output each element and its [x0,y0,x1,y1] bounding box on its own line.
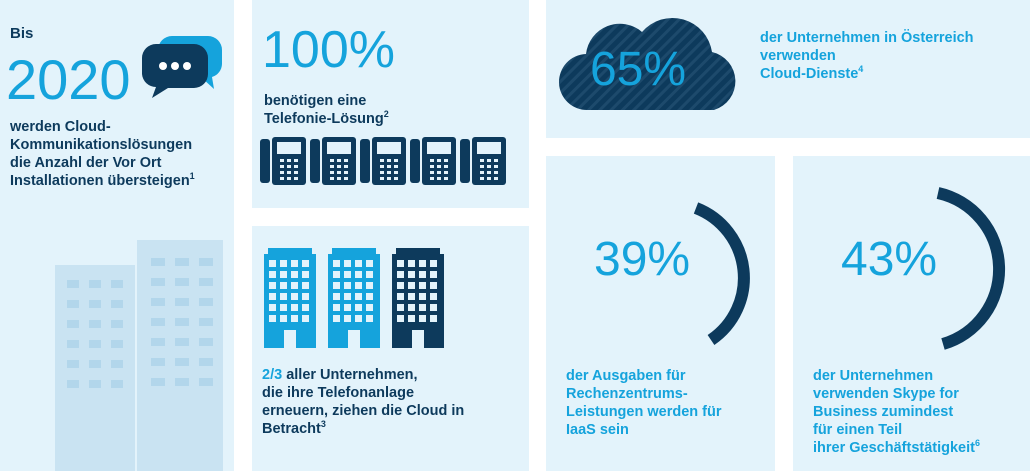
panel3-text: 2/3 aller Unternehmen, die ihre Telefona… [262,366,524,438]
office-building-icon [264,248,316,348]
text-line: Leistungen werden für [566,404,722,420]
text-line: erneuern, ziehen die Cloud in [262,403,465,419]
panel-43-percent: 43% der Unternehmen verwenden Skype for … [793,156,1030,471]
arc-gauge-icon [693,202,750,345]
chat-bubbles-icon [142,36,222,98]
desk-phone-icon [310,137,356,185]
text-line: Betracht3 [262,419,326,437]
text-line: IaaS sein [566,422,629,438]
percent-43: 43% [841,233,938,286]
desk-phone-icon [260,137,306,185]
text-line: der Unternehmen [813,368,934,384]
text-line: benötigen eine [264,93,367,109]
panel-2020: Bis 2020 werden Cloud- Kommunikationslös… [0,0,234,471]
panel-39-percent: 39% der Ausgaben für Rechenzentrums- Lei… [546,156,775,471]
text-line: Kommunikationslösungen [10,137,193,153]
desk-phone-icon [460,137,506,185]
text-line: Installationen übersteigen1 [10,171,195,189]
text-line: werden Cloud- [10,119,111,135]
footnote-4: 4 [858,64,864,75]
cloud-icon [558,17,736,111]
office-building-icon [328,248,380,348]
percent-39: 39% [594,233,691,286]
panel6-text: der Unternehmen verwenden Skype for Busi… [813,367,980,457]
text-line: Rechenzentrums- [566,386,688,402]
panel1-text: werden Cloud- Kommunikationslösungen die… [10,118,230,190]
footnote-2: 2 [383,109,389,120]
percent-100: 100% [262,21,395,79]
two-thirds-highlight: 2/3 [262,367,283,383]
text-line: für einen Teil [813,422,903,438]
panel-65-percent: 65% der Unternehmen in Österreich verwen… [546,0,1030,138]
panel5-text: der Ausgaben für Rechenzentrums- Leistun… [566,367,722,439]
text-line: 2/3 aller Unternehmen, [262,367,418,383]
desk-phone-icon [360,137,406,185]
text-line: der Ausgaben für [566,368,686,384]
buildings-background-icon [55,240,223,471]
desk-phone-icon [410,137,456,185]
buildings-row [264,248,456,353]
phones-row [260,137,510,190]
text-line: verwenden Skype for [813,386,959,402]
text-line: Business zumindest [813,404,954,420]
text-line: verwenden [760,48,836,64]
footnote-1: 1 [189,171,195,182]
year-2020: 2020 [6,48,131,111]
text-line: ihrer Geschäftstätigkeit6 [813,438,980,456]
arc-gauge-icon [936,187,1006,350]
text-line: die ihre Telefonanlage [262,385,415,401]
footnote-3: 3 [320,419,326,430]
text-line: die Anzahl der Vor Ort [10,155,162,171]
panel4-text: der Unternehmen in Österreich verwenden … [760,29,974,83]
panel-100-percent: 100% benötigen eine Telefonie-Lösung2 [252,0,529,208]
panel-two-thirds: 2/3 aller Unternehmen, die ihre Telefona… [252,226,529,471]
bis-label: Bis [10,25,34,42]
office-building-icon [392,248,444,348]
text-line: Telefonie-Lösung2 [264,109,389,127]
footnote-6: 6 [974,438,980,449]
text-line: der Unternehmen in Österreich [760,30,974,46]
percent-65: 65% [590,43,687,96]
text-line: Cloud-Dienste4 [760,64,864,82]
panel2-text: benötigen eine Telefonie-Lösung2 [264,92,389,128]
